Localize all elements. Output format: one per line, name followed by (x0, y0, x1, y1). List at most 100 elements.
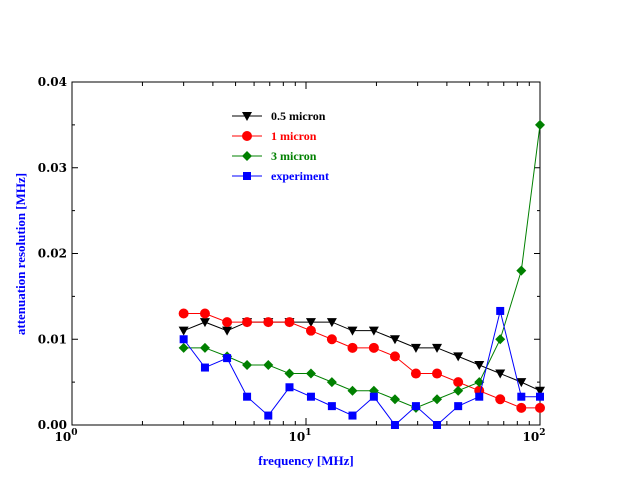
data-point-experiment (411, 402, 420, 411)
data-point-0-5-micron (326, 318, 337, 328)
data-point-0-5-micron (305, 318, 316, 328)
data-point-experiment (348, 411, 357, 420)
data-point-0-5-micron (453, 352, 464, 362)
data-point-0-5-micron (410, 343, 421, 353)
y-tick-label: 0.00 (38, 418, 67, 432)
data-point-experiment (243, 392, 252, 401)
data-point-0-5-micron (495, 369, 506, 379)
data-point-1-micron (410, 368, 421, 379)
legend-label-3-micron: 3 micron (271, 149, 317, 163)
x-tick-label: 100 (55, 428, 78, 444)
y-tick-label: 0.04 (38, 75, 67, 89)
data-point-1-micron (368, 342, 379, 353)
x-tick-exponent: 2 (539, 428, 545, 438)
y-axis-label: attenuation resolution [MHz] (13, 173, 28, 335)
data-point-0-5-micron (389, 335, 400, 345)
legend-label-experiment: experiment (271, 169, 329, 183)
data-point-experiment (433, 421, 442, 429)
data-point-experiment (200, 363, 209, 372)
data-point-3-micron (535, 119, 545, 130)
legend-label-1-micron: 1 micron (271, 129, 317, 143)
data-point-0-5-micron (199, 318, 210, 328)
y-tick-label: 0.03 (38, 161, 67, 175)
data-point-experiment (536, 392, 544, 401)
data-point-experiment (517, 392, 526, 401)
legend-marker-3-micron (242, 151, 252, 161)
y-tick-label: 0.01 (38, 332, 67, 346)
series-0-5-micron (178, 318, 545, 396)
data-point-1-micron (284, 317, 295, 328)
series-experiment (179, 306, 544, 429)
data-point-0-5-micron (516, 378, 527, 388)
data-point-1-micron (347, 342, 358, 353)
data-point-1-micron (389, 351, 400, 362)
legend-marker-0-5-micron (242, 112, 252, 121)
x-tick-label: 102 (523, 428, 546, 444)
series-line-0-5-micron (183, 321, 541, 392)
x-tick-exponent: 1 (305, 428, 311, 438)
x-axis-label: frequency [MHz] (258, 453, 353, 468)
data-point-1-micron (263, 317, 274, 328)
data-point-experiment (306, 392, 315, 401)
legend-item-1-micron: 1 micron (232, 129, 317, 143)
legend-item-experiment: experiment (232, 169, 329, 183)
series-line-experiment (183, 310, 540, 426)
data-point-3-micron (453, 385, 464, 396)
legend-item-0-5-micron: 0.5 micron (232, 109, 326, 123)
data-point-experiment (264, 411, 273, 420)
data-point-1-micron (305, 325, 316, 336)
x-tick-base: 10 (289, 430, 306, 444)
data-point-3-micron (326, 377, 337, 388)
data-point-1-micron (432, 368, 443, 379)
x-tick-base: 10 (55, 430, 72, 444)
data-point-3-micron (516, 265, 527, 276)
data-point-experiment (369, 392, 378, 401)
data-point-experiment (390, 421, 399, 429)
data-point-3-micron (284, 368, 295, 379)
data-point-3-micron (178, 342, 189, 353)
data-point-3-micron (495, 334, 506, 345)
data-point-1-micron (199, 308, 210, 319)
data-point-experiment (454, 402, 463, 411)
x-tick-label: 101 (289, 428, 312, 444)
legend-item-3-micron: 3 micron (232, 149, 317, 163)
data-point-experiment (496, 306, 505, 315)
data-point-1-micron (495, 394, 506, 405)
data-point-1-micron (242, 317, 253, 328)
data-point-3-micron (347, 385, 358, 396)
series-1-micron (178, 308, 545, 413)
legend-marker-experiment (243, 172, 251, 180)
data-point-0-5-micron (347, 326, 358, 336)
data-point-1-micron (222, 317, 233, 328)
data-point-3-micron (389, 394, 400, 405)
data-point-experiment (327, 402, 336, 411)
data-point-0-5-micron (368, 326, 379, 336)
data-point-3-micron (305, 368, 316, 379)
data-point-experiment (179, 335, 188, 344)
data-point-1-micron (178, 308, 189, 319)
legend-marker-1-micron (242, 131, 252, 141)
data-point-0-5-micron (222, 326, 233, 336)
x-tick-exponent: 0 (71, 428, 77, 438)
data-point-0-5-micron (535, 386, 545, 396)
data-point-1-micron (516, 402, 527, 413)
data-point-1-micron (535, 402, 545, 413)
data-point-3-micron (432, 394, 443, 405)
data-point-0-5-micron (432, 343, 443, 353)
data-point-3-micron (263, 359, 274, 370)
data-point-0-5-micron (474, 360, 485, 370)
data-point-1-micron (326, 334, 337, 345)
data-point-experiment (223, 354, 232, 363)
legend-label-0-5-micron: 0.5 micron (271, 109, 326, 123)
data-point-0-5-micron (178, 326, 189, 336)
data-point-experiment (475, 392, 484, 401)
data-point-experiment (285, 383, 294, 392)
legend: 0.5 micron 1 micron 3 micron experiment (232, 109, 329, 183)
x-tick-base: 10 (523, 430, 540, 444)
series-layer (178, 119, 545, 429)
y-tick-label: 0.02 (38, 247, 67, 261)
data-point-3-micron (242, 359, 253, 370)
data-point-3-micron (199, 342, 210, 353)
